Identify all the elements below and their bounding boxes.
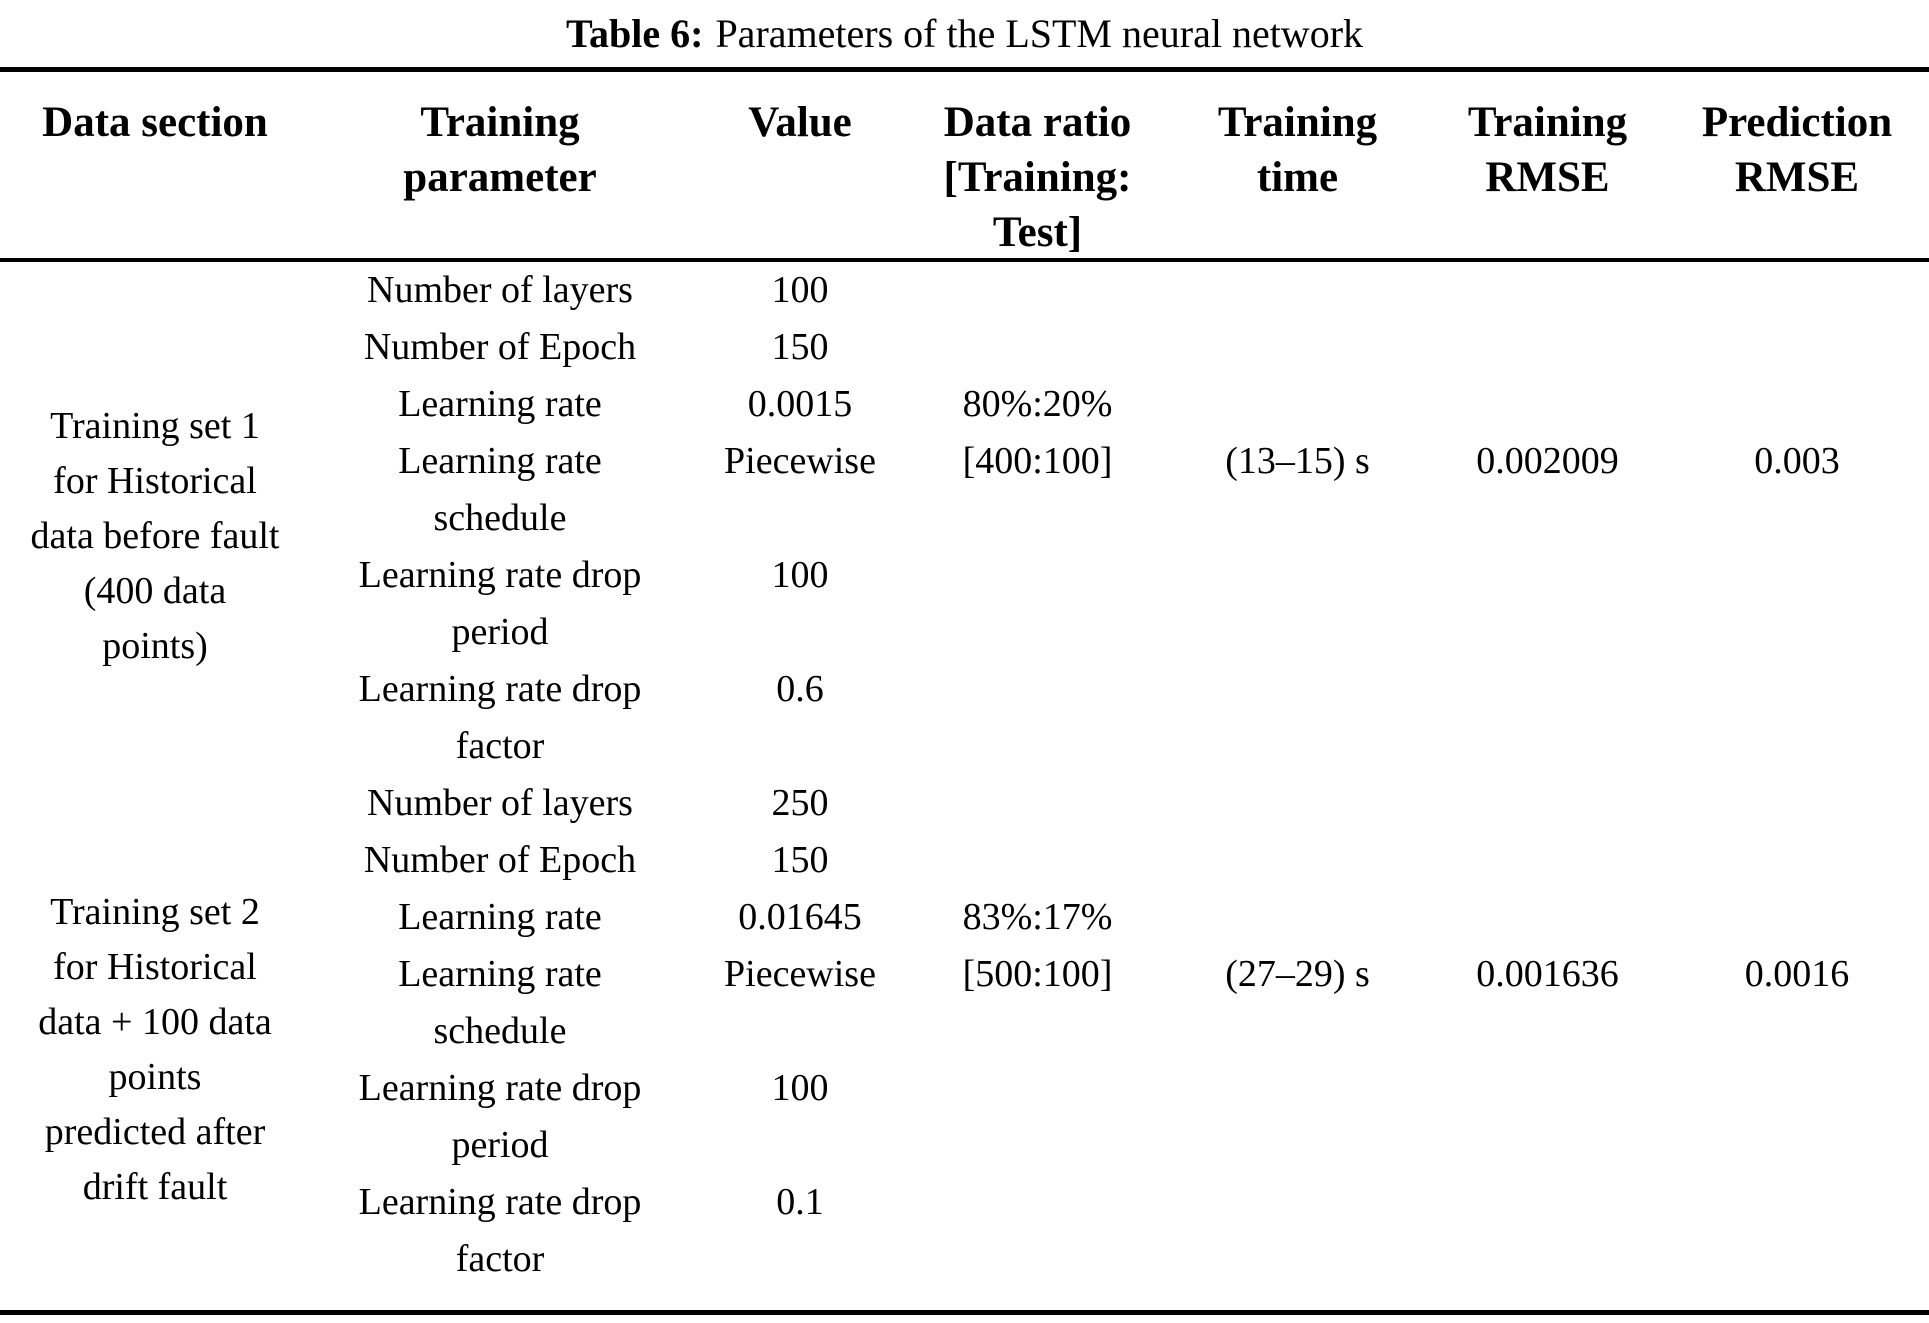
table-caption-text: Parameters of the LSTM neural network bbox=[715, 10, 1364, 56]
param-name: Learning rate schedule bbox=[398, 440, 602, 539]
training-time-value: (13–15) s bbox=[1225, 440, 1370, 482]
param-name: Learning rate drop period bbox=[358, 1067, 642, 1166]
section-label: Training set 1 for Historical data befor… bbox=[30, 405, 280, 667]
section-label: Training set 2 for Historical data + 100… bbox=[38, 890, 272, 1208]
param-value: 100 bbox=[771, 554, 829, 596]
param-name: Learning rate bbox=[398, 896, 602, 938]
column-header-training-time: Training time bbox=[1217, 99, 1378, 201]
column-header-value: Value bbox=[748, 99, 852, 146]
param-value: Piecewise bbox=[724, 440, 876, 482]
column-header-prediction-rmse: Prediction RMSE bbox=[1701, 99, 1893, 201]
param-value: 100 bbox=[771, 1067, 829, 1109]
param-name: Number of Epoch bbox=[363, 839, 637, 881]
param-value: 0.01645 bbox=[738, 896, 862, 938]
param-value: Piecewise bbox=[724, 953, 876, 995]
param-name: Learning rate drop factor bbox=[358, 1181, 642, 1280]
param-value: 150 bbox=[771, 839, 829, 881]
param-name: Number of Epoch bbox=[363, 326, 637, 368]
param-name: Number of layers bbox=[367, 782, 633, 824]
param-name: Number of layers bbox=[367, 269, 633, 311]
table-caption-number: Table 6: bbox=[565, 10, 704, 56]
training-rmse-value: 0.002009 bbox=[1476, 440, 1619, 482]
training-rmse-value: 0.001636 bbox=[1476, 953, 1619, 995]
column-header-training-rmse: Training RMSE bbox=[1467, 99, 1628, 201]
column-header-training-parameter: Training parameter bbox=[403, 99, 597, 201]
param-value: 250 bbox=[771, 782, 829, 824]
prediction-rmse-value: 0.003 bbox=[1754, 440, 1840, 482]
param-value: 0.6 bbox=[776, 668, 824, 710]
param-value: 100 bbox=[771, 269, 829, 311]
param-value: 0.1 bbox=[776, 1181, 824, 1223]
table-bottom-rule bbox=[0, 1310, 1929, 1315]
param-name: Learning rate bbox=[398, 383, 602, 425]
table-header-rule bbox=[0, 258, 1929, 262]
param-name: Learning rate schedule bbox=[398, 953, 602, 1052]
table-caption: Table 6: Parameters of the LSTM neural n… bbox=[0, 0, 1929, 72]
prediction-rmse-value: 0.0016 bbox=[1744, 953, 1850, 995]
column-header-data-section: Data section bbox=[42, 99, 268, 146]
data-ratio-value: 80%:20% [400:100] bbox=[962, 383, 1113, 482]
param-name: Learning rate drop period bbox=[358, 554, 642, 653]
param-name: Learning rate drop factor bbox=[358, 668, 642, 767]
column-header-data-ratio: Data ratio [Training: Test] bbox=[943, 99, 1132, 256]
training-time-value: (27–29) s bbox=[1225, 953, 1370, 995]
lstm-parameters-table: Data section Training parameter Value Da… bbox=[0, 72, 1929, 1288]
data-ratio-value: 83%:17% [500:100] bbox=[962, 896, 1113, 995]
param-value: 0.0015 bbox=[747, 383, 853, 425]
param-value: 150 bbox=[771, 326, 829, 368]
